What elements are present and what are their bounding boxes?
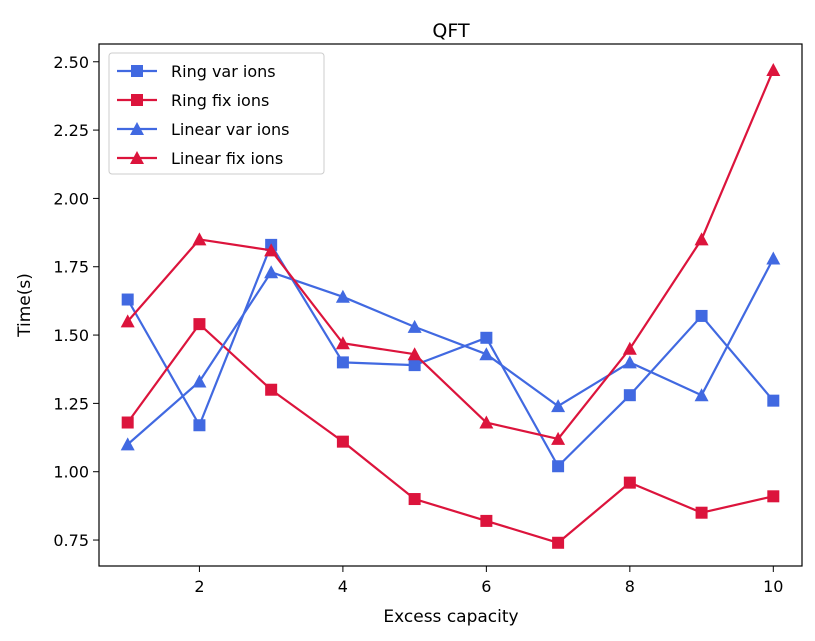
series-line xyxy=(126,323,774,544)
legend-label: Ring var ions xyxy=(171,62,276,81)
data-point xyxy=(551,431,566,445)
chart-title: QFT xyxy=(432,20,470,42)
data-point xyxy=(552,536,565,549)
data-point xyxy=(336,356,349,369)
data-point xyxy=(264,265,279,279)
data-point xyxy=(336,435,349,448)
y-tick-label: 2.25 xyxy=(53,121,89,140)
data-point xyxy=(264,243,279,257)
legend-marker xyxy=(130,151,144,164)
x-axis: 2 4 6 8 10 xyxy=(194,566,783,596)
y-tick-label: 0.75 xyxy=(53,531,89,550)
legend-label: Ring fix ions xyxy=(171,91,269,110)
data-point xyxy=(193,419,206,432)
y-axis: 0.75 1.00 1.25 1.50 1.75 2.00 2.25 2.50 xyxy=(53,53,99,550)
data-point xyxy=(766,251,781,265)
data-point xyxy=(121,416,134,429)
y-tick-label: 1.50 xyxy=(53,326,89,345)
data-point xyxy=(335,336,350,350)
data-point xyxy=(192,374,207,388)
y-tick-label: 1.25 xyxy=(53,394,89,413)
data-point xyxy=(408,493,421,506)
series-0 xyxy=(121,238,780,473)
legend-label: Linear fix ions xyxy=(171,149,283,168)
data-point xyxy=(623,389,636,402)
y-tick-label: 1.75 xyxy=(53,258,89,277)
data-point xyxy=(480,331,493,344)
series-line xyxy=(126,69,775,441)
data-point xyxy=(408,359,421,372)
data-point xyxy=(767,490,780,503)
data-point xyxy=(265,383,278,396)
data-point xyxy=(407,319,422,333)
data-point xyxy=(694,388,709,402)
x-tick-label: 6 xyxy=(481,577,491,596)
y-tick-label: 1.00 xyxy=(53,463,89,482)
data-point xyxy=(121,293,134,306)
data-point xyxy=(479,415,494,429)
data-point xyxy=(407,347,422,361)
data-point xyxy=(622,355,637,369)
legend-marker xyxy=(131,94,143,106)
data-point xyxy=(695,309,708,322)
data-point xyxy=(479,347,494,361)
legend-marker xyxy=(130,122,144,135)
data-point xyxy=(694,232,709,246)
data-point xyxy=(193,318,206,331)
data-point xyxy=(551,399,566,413)
data-point xyxy=(766,62,781,76)
series-layer xyxy=(120,62,781,549)
y-tick-label: 2.50 xyxy=(53,53,89,72)
series-line xyxy=(126,243,775,468)
y-tick-label: 2.00 xyxy=(53,189,89,208)
data-point xyxy=(192,232,207,246)
legend-marker xyxy=(131,65,143,77)
x-tick-label: 10 xyxy=(763,577,783,596)
data-point xyxy=(695,506,708,519)
data-point xyxy=(335,289,350,303)
series-3 xyxy=(120,62,781,445)
data-point xyxy=(552,460,565,473)
series-2 xyxy=(120,251,781,451)
plot-frame xyxy=(98,43,803,567)
data-point xyxy=(622,341,637,355)
y-axis-label: Time(s) xyxy=(15,273,35,338)
x-tick-label: 8 xyxy=(625,577,635,596)
data-point xyxy=(120,314,135,328)
data-point xyxy=(623,476,636,489)
data-point xyxy=(120,437,135,451)
x-tick-label: 2 xyxy=(194,577,204,596)
legend: Ring var ions Ring fix ions Linear var ion… xyxy=(108,52,325,175)
data-point xyxy=(480,514,493,527)
series-1 xyxy=(121,318,780,549)
data-point xyxy=(767,394,780,407)
x-tick-label: 4 xyxy=(338,577,348,596)
legend-label: Linear var ions xyxy=(171,120,289,139)
legend-box xyxy=(108,52,325,175)
x-axis-label: Excess capacity xyxy=(383,607,518,627)
series-line xyxy=(126,258,775,446)
